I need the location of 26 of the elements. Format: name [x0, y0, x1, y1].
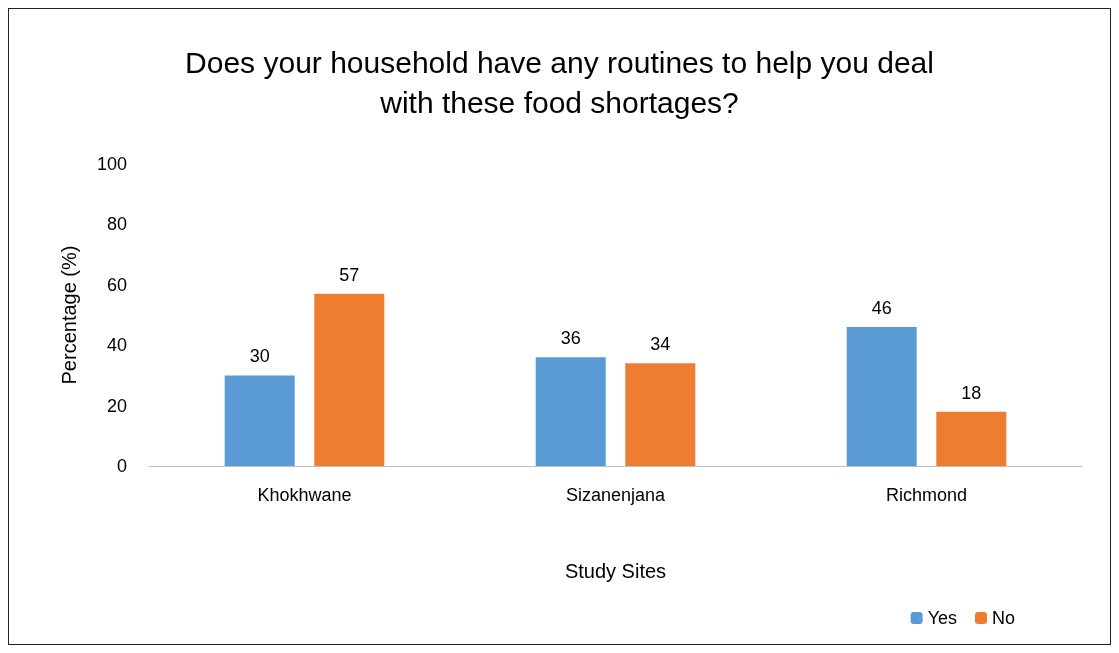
bar [535, 357, 606, 466]
chart-title: Does your household have any routines to help you deal with these food shortages? [185, 45, 934, 119]
x-tick-label: Khokhwane [257, 485, 352, 505]
y-tick-label: 0 [116, 456, 127, 476]
x-tick-label: Richmond [885, 485, 968, 505]
bar [224, 375, 295, 466]
y-tick-label: 40 [106, 335, 127, 356]
y-tick-label: 20 [106, 395, 127, 416]
data-label: 18 [961, 382, 982, 403]
bar [846, 327, 917, 466]
data-label: 34 [650, 334, 671, 355]
bar [936, 411, 1007, 466]
y-tick-label: 60 [106, 274, 127, 295]
data-label: 46 [871, 298, 892, 319]
data-label: 57 [339, 264, 360, 285]
data-label: 30 [249, 346, 270, 367]
x-axis-title: Study Sites [564, 560, 667, 582]
y-tick-label: 100 [96, 154, 127, 174]
bar [314, 293, 385, 466]
legend-label: Yes [927, 608, 957, 628]
y-tick-label: 80 [106, 214, 127, 235]
x-tick-label: Sizanenjana [565, 485, 667, 505]
data-label: 36 [560, 328, 581, 349]
bar [625, 363, 696, 466]
y-axis-title: Percentage (%) [58, 245, 80, 385]
legend-label: No [991, 608, 1016, 628]
